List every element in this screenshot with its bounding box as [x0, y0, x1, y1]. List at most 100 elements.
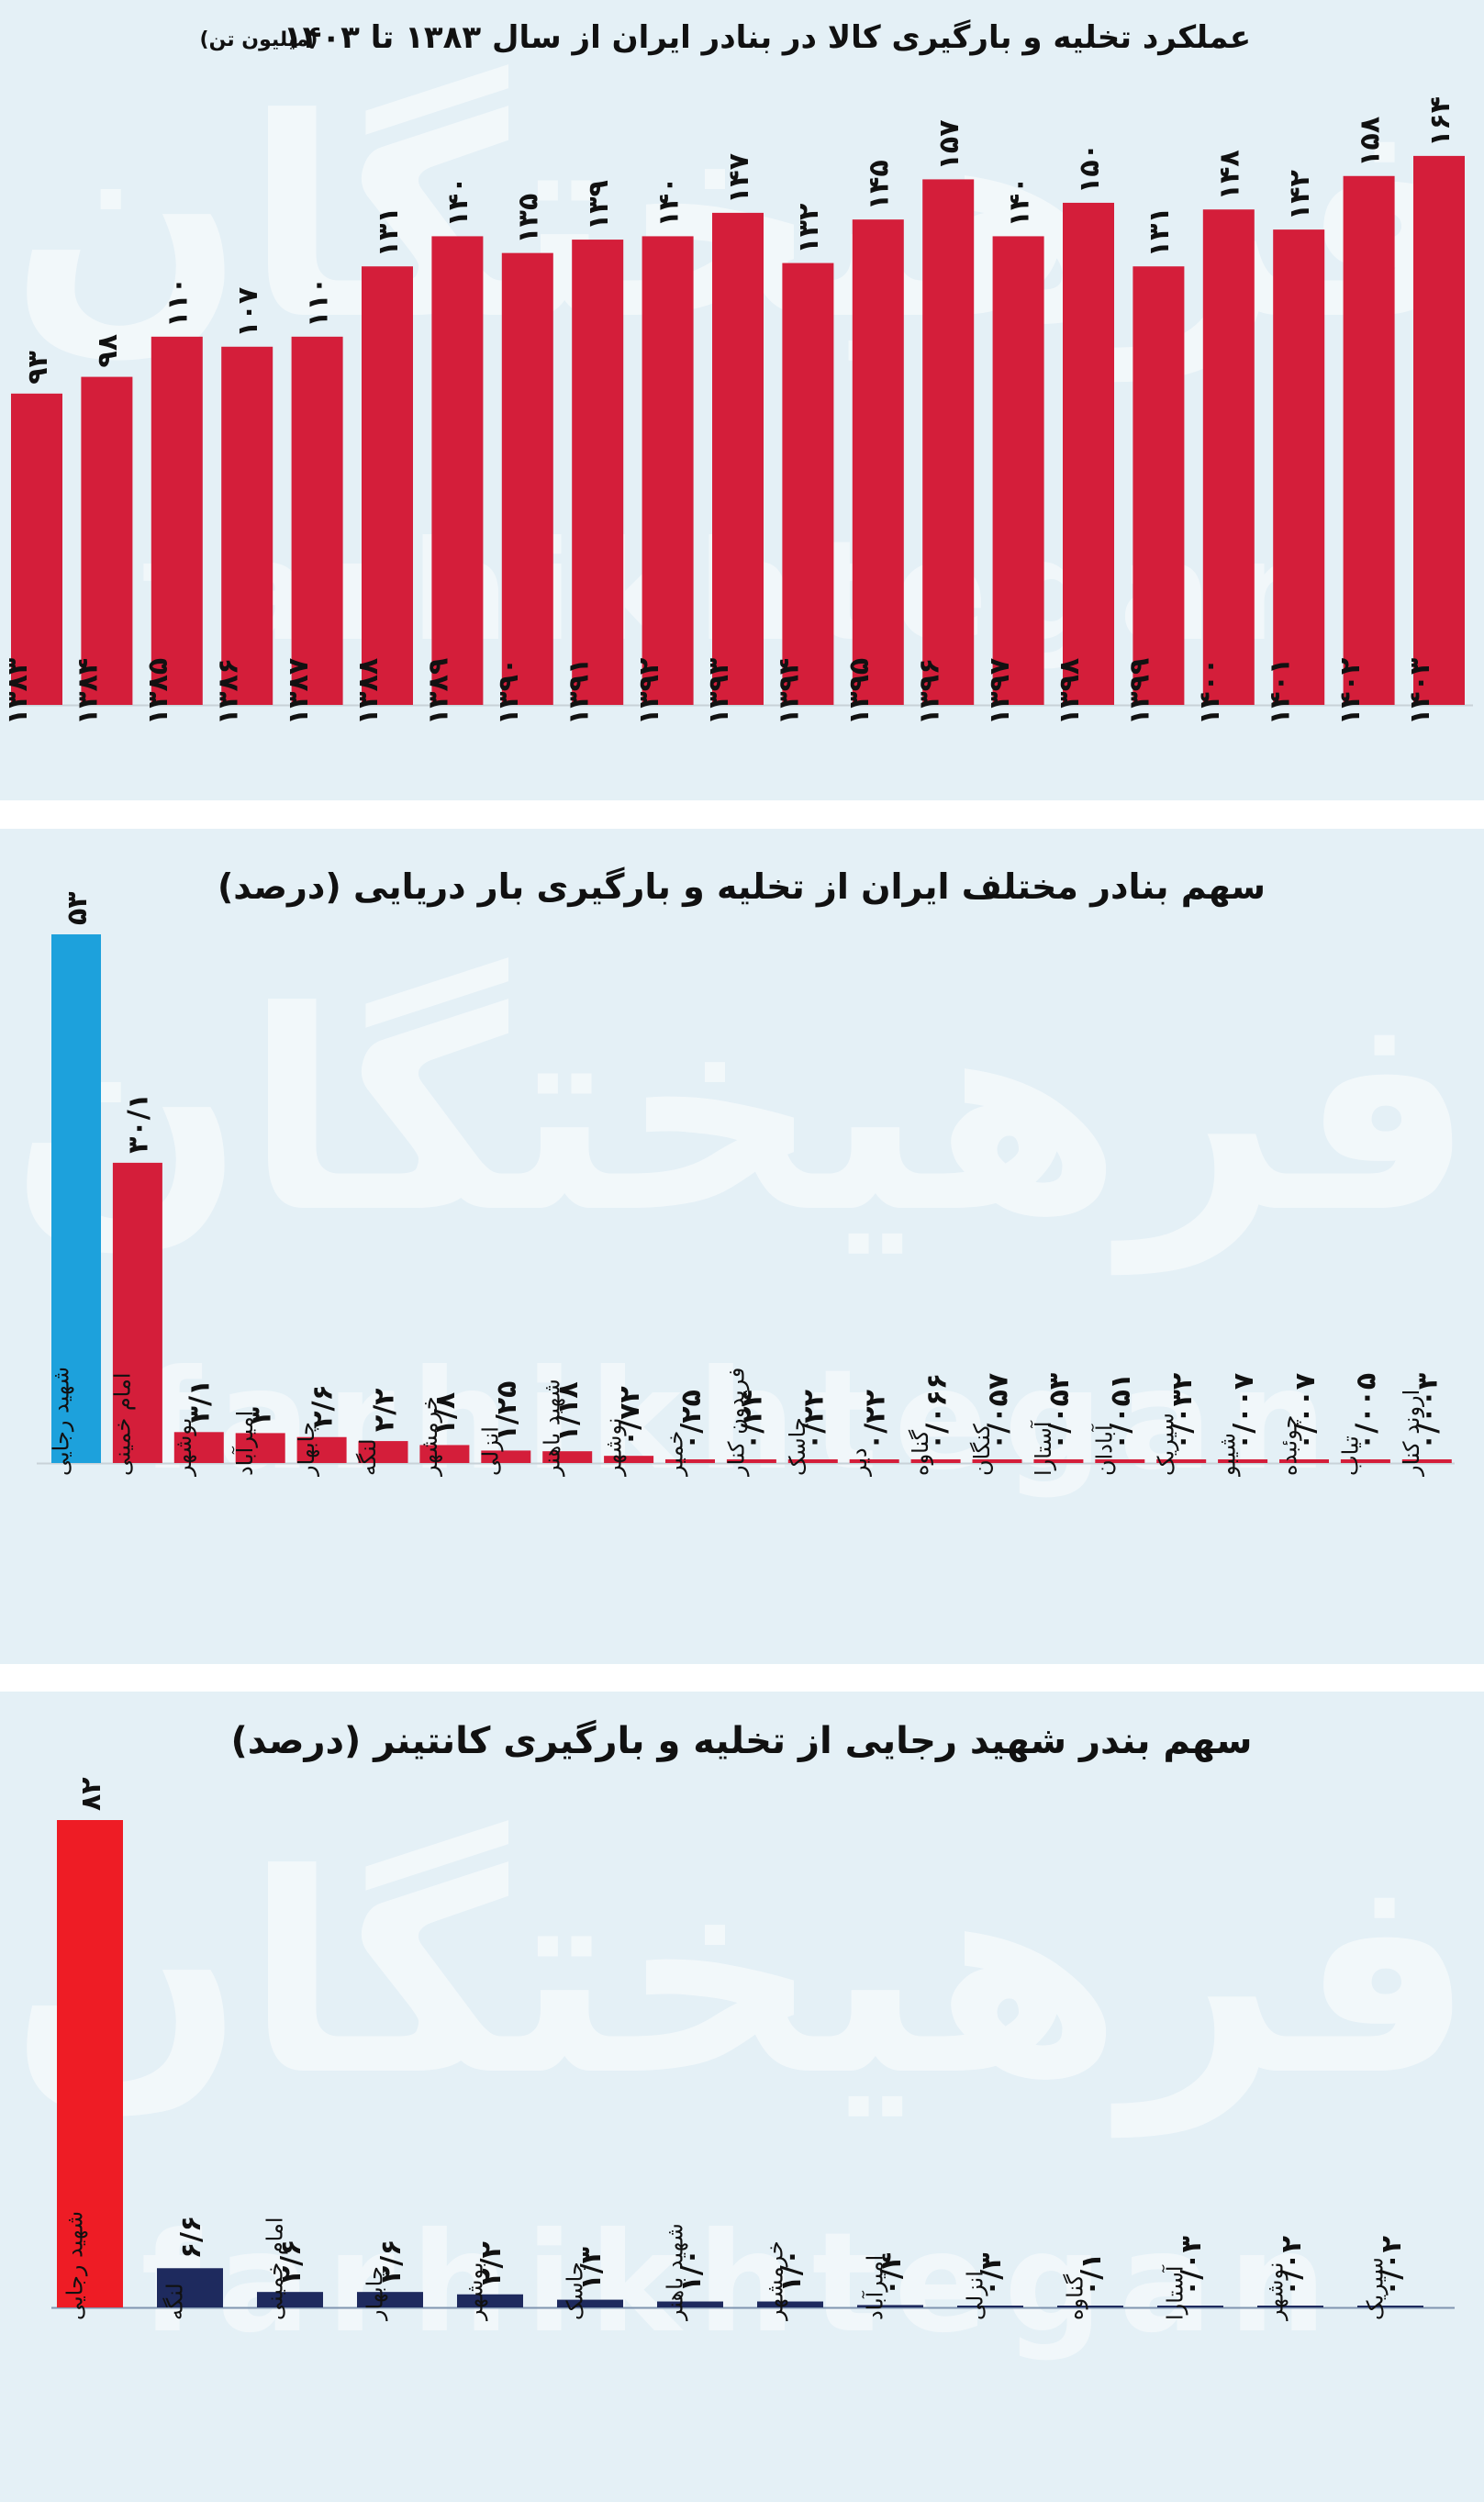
data-label: ۱۵۰: [1074, 143, 1106, 194]
category-label: نوشهر: [600, 1418, 626, 1478]
category-label: آبادان: [1091, 1424, 1118, 1476]
category-label: ۱۳۸۳: [2, 658, 34, 725]
data-label: ۰/۴: [876, 2252, 908, 2296]
data-label: ۰/۰۰۷: [1289, 1373, 1322, 1450]
port-share-panel: فرهیختگان farhikhtegan سهم بنادر مختلف ا…: [0, 829, 1484, 1664]
category-label: امیرآباد: [231, 1411, 258, 1476]
category-label: ۱۴۰۰: [1194, 658, 1226, 725]
bar: [542, 1451, 593, 1463]
watermark-latin: farhikhtegan: [140, 1341, 1344, 1501]
data-label: ۱۵۸: [1354, 117, 1386, 167]
bar: [849, 1459, 899, 1463]
category-label: چابهار: [362, 2266, 387, 2321]
category-label: کنگان: [969, 1424, 995, 1476]
category-label: انزلی: [478, 1426, 504, 1476]
data-label: ۱/۸: [430, 1392, 462, 1436]
watermark-persian: فرهیختگان: [9, 953, 1475, 1273]
bar: [173, 1432, 224, 1463]
data-label: ۲/۲: [368, 1389, 400, 1433]
bar: [922, 179, 975, 706]
bar: [296, 1436, 347, 1463]
category-label: ۱۳۹۶: [913, 658, 945, 725]
chart-title: عملکرد تخلیه و بارگیری کالا در بنادر ایر…: [284, 19, 1251, 56]
category-label: خمیر: [662, 1431, 687, 1477]
bar: [431, 236, 484, 705]
data-label: ۰/۰۰۵: [1351, 1373, 1383, 1450]
bar: [1218, 1459, 1268, 1463]
bar: [712, 212, 764, 706]
category-label: نوشهر: [1262, 2262, 1288, 2322]
category-label: گناوه: [908, 1429, 933, 1476]
bar: [1357, 2306, 1423, 2307]
data-label: ۱/۰: [675, 2249, 708, 2293]
category-label: شهید باهنر: [662, 2223, 687, 2321]
bar: [726, 1459, 776, 1463]
category-label: سیریک: [1362, 2257, 1388, 2320]
bar: [419, 1445, 470, 1463]
category-label: امام خمینی: [262, 2217, 287, 2320]
watermark-persian: فرهیختگان: [9, 1815, 1475, 2136]
category-label: چوئبده: [1276, 1415, 1301, 1476]
data-label: ۱۴۷: [723, 153, 755, 204]
bar: [357, 2292, 423, 2307]
bar: [857, 2305, 923, 2307]
category-label: دیر: [846, 1447, 872, 1477]
data-label: ۲/۶: [307, 1384, 339, 1428]
bar: [151, 336, 203, 705]
category-label: جاسک: [785, 1417, 810, 1476]
data-label: ۰/۰۲: [1376, 2236, 1408, 2296]
category-label: شهید رجایی: [48, 1367, 73, 1476]
bar: [57, 1820, 123, 2307]
chart-title: سهم بندر شهید رجایی از تخلیه و بارگیری ک…: [230, 1719, 1252, 1762]
bar: [235, 1433, 285, 1463]
bar: [362, 266, 413, 705]
data-label: ۱/۳: [575, 2247, 608, 2291]
data-label: ۰/۰۵۷: [982, 1373, 1014, 1450]
data-label: ۱۶۴: [1424, 96, 1456, 147]
data-label: ۸۲: [75, 1777, 107, 1811]
data-label: ۰/۰۳: [1176, 2236, 1208, 2296]
category-label: آستارا: [1030, 1420, 1056, 1476]
bar: [51, 934, 101, 1463]
bar: [604, 1456, 654, 1463]
bar: [1413, 155, 1465, 706]
data-label: ۱۴۲: [1284, 170, 1316, 220]
data-label: ۱۳۲: [793, 204, 825, 254]
chart-title: سهم بنادر مختلف ایران از تخلیه و بارگیری…: [218, 866, 1266, 908]
data-label: ۱/۱۸: [552, 1381, 585, 1442]
data-label: ۰/۰۶۶: [921, 1373, 953, 1450]
category-label: چابهار: [294, 1422, 319, 1477]
category-label: ۱۳۹۱: [563, 658, 595, 725]
category-label: ۱۳۹۹: [1124, 658, 1156, 725]
category-label: امیرآباد: [861, 2255, 887, 2320]
bar: [1340, 1459, 1390, 1463]
bar: [11, 393, 62, 705]
bar: [1273, 229, 1325, 705]
data-label: ۰/۲۴: [737, 1390, 769, 1450]
bar: [992, 236, 1044, 705]
category-label: ۱۴۰۱: [1264, 658, 1296, 725]
category-label: بوشهر: [171, 1418, 196, 1478]
data-label: ۰/۱: [1076, 2252, 1108, 2296]
category-label: سیریک: [1154, 1413, 1179, 1476]
data-label: ۰/۷۲: [614, 1386, 646, 1446]
category-label: آستارا: [1161, 2264, 1188, 2320]
chart-unit: (میلیون تن): [200, 28, 318, 51]
bar: [1202, 209, 1255, 705]
data-label: ۱۴۸: [1214, 150, 1246, 200]
category-label: ۱۴۰۲: [1334, 658, 1367, 725]
data-label: ۰/۰۰۷: [1228, 1373, 1260, 1450]
data-label: ۰/۰۵۳: [1043, 1373, 1076, 1450]
data-label: ۹۸: [92, 334, 124, 368]
data-label: ۱۳۱: [1144, 207, 1176, 257]
bar: [665, 1459, 715, 1463]
category-label: ۱۳۹۴: [774, 658, 806, 725]
data-label: ۹۳: [22, 351, 54, 385]
data-label: ۱۴۵: [864, 160, 896, 210]
bar: [1057, 2306, 1123, 2307]
bar: [257, 2292, 323, 2307]
bar: [1133, 266, 1185, 705]
container-share-chart: سهم بندر شهید رجایی از تخلیه و بارگیری ک…: [51, 1719, 1455, 2322]
data-label: ۰/۲۲: [798, 1390, 831, 1450]
data-label: ۲/۶: [375, 2240, 407, 2284]
